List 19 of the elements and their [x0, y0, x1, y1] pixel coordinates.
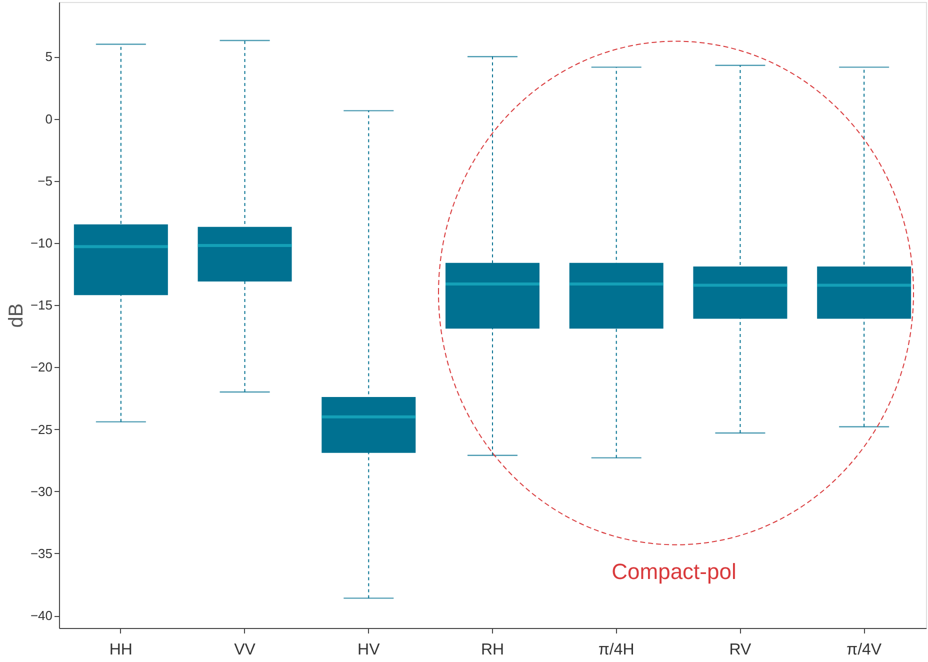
x-tick-label: VV	[234, 642, 256, 658]
x-tick-label: HV	[358, 642, 380, 658]
y-tick-label: −25	[30, 422, 52, 437]
x-tick-label: RV	[729, 642, 752, 658]
y-tick-label: 0	[45, 111, 52, 126]
x-tick-label: HH	[109, 642, 132, 658]
annotation: Compact-pol	[612, 559, 736, 584]
y-tick-label: −10	[30, 235, 52, 250]
y-tick-label: −20	[30, 360, 52, 375]
y-tick-label: −35	[30, 546, 52, 561]
x-tick-label: π/4H	[598, 642, 634, 658]
x-tick-label: RH	[480, 642, 504, 658]
y-axis-title: dB	[5, 303, 28, 328]
x-tick-label: π/4V	[846, 642, 882, 658]
y-tick-label: −15	[30, 298, 52, 313]
y-tick-label: −5	[38, 173, 52, 188]
y-tick-label: −40	[30, 608, 52, 624]
y-tick-label: −30	[30, 484, 52, 499]
y-tick-label: 5	[45, 49, 52, 64]
